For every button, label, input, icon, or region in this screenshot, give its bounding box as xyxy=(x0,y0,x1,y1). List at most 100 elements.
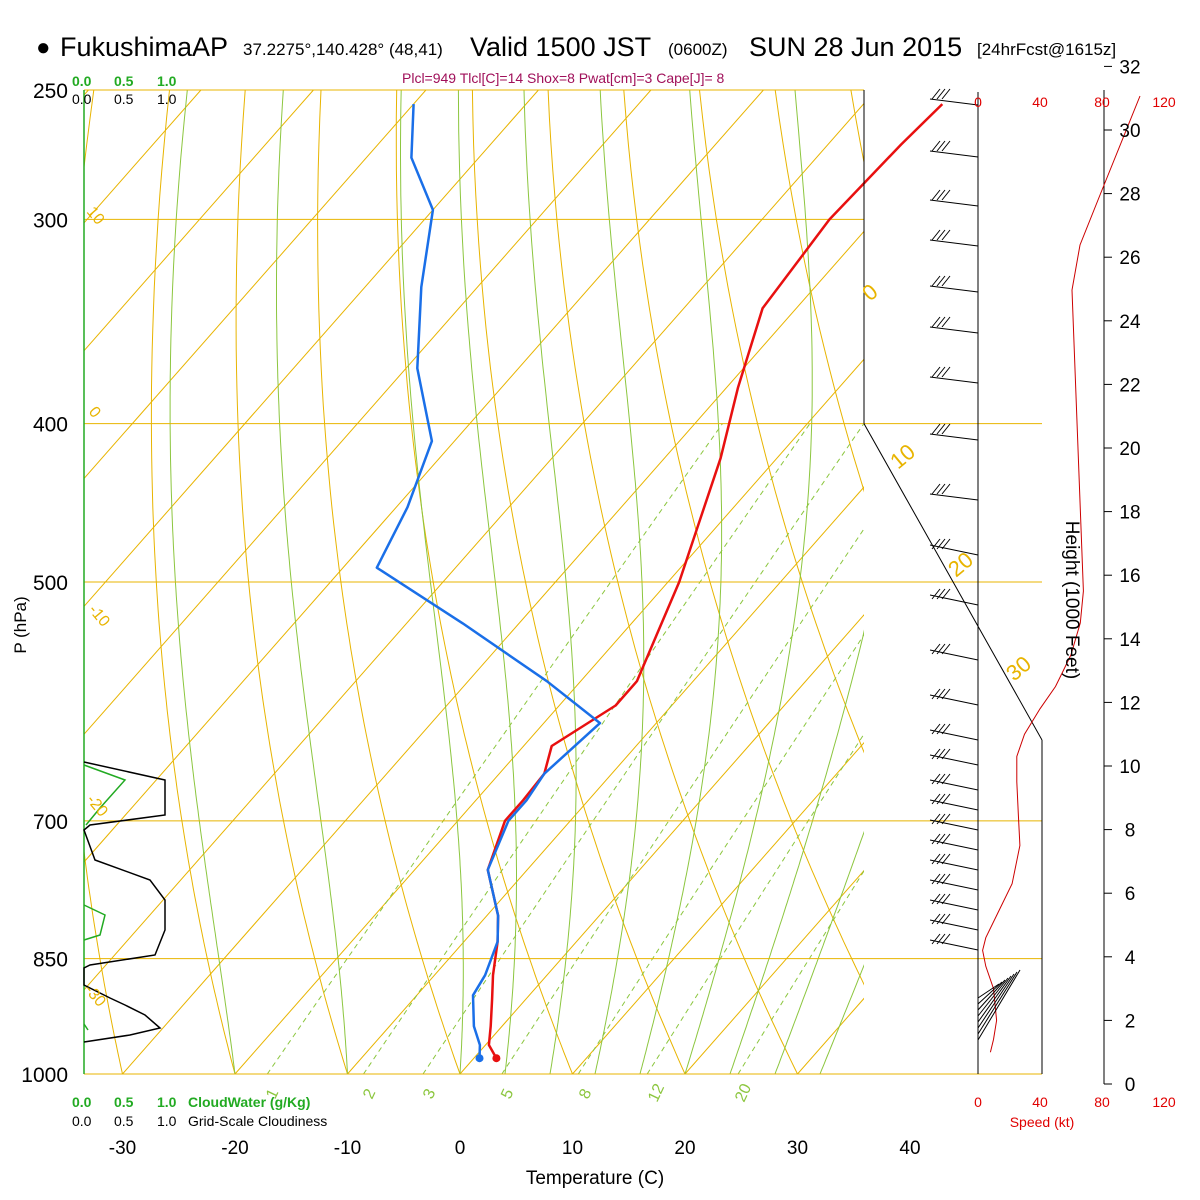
wind-barb xyxy=(930,749,978,765)
wind-barb-staff xyxy=(930,240,978,246)
wind-barb-staff xyxy=(930,755,978,765)
wind-barb xyxy=(930,894,978,910)
speed-tick-top: 0 xyxy=(974,94,982,110)
wind-barb-staff xyxy=(930,900,978,910)
mixing-ratio-line xyxy=(738,424,1147,1074)
station-coords: 37.2275°,140.428° (48,41) xyxy=(243,40,443,60)
cloudwater-legend: CloudWater (g/Kg) xyxy=(188,1094,310,1110)
cloudwater-scale-top: 1.0 xyxy=(157,73,177,89)
wind-barb-staff xyxy=(930,434,978,440)
speed-tick-top: 120 xyxy=(1152,94,1176,110)
dewpoint-profile xyxy=(377,104,600,1058)
wind-barb xyxy=(930,317,978,333)
wind-barb xyxy=(930,874,978,890)
height-tick-label: 32 xyxy=(1119,57,1140,78)
wind-barb xyxy=(930,934,978,950)
cloudiness-scale-bottom: 0.0 xyxy=(72,1113,92,1129)
wind-barb-staff xyxy=(930,286,978,292)
utc-time: (0600Z) xyxy=(668,40,728,60)
isotherm-label: -20 xyxy=(83,792,111,821)
y-axis-title: P (hPa) xyxy=(11,596,30,653)
dry-adiabat-label: 10 xyxy=(885,439,920,474)
wind-barb xyxy=(930,367,978,383)
height-tick-label: 12 xyxy=(1119,693,1140,714)
wind-barb-staff xyxy=(930,920,978,930)
temperature-tick-label: 30 xyxy=(787,1138,808,1159)
mixing-ratio-line xyxy=(364,424,810,1074)
wind-barb xyxy=(930,689,978,705)
wind-barb-staff xyxy=(930,800,978,810)
temperature-tick-label: -30 xyxy=(109,1138,136,1159)
height-tick-label: 20 xyxy=(1119,439,1140,460)
temperature-tick-label: 40 xyxy=(899,1138,920,1159)
speed-tick-bottom: 120 xyxy=(1152,1094,1176,1110)
isotherm-label: -10 xyxy=(85,602,113,631)
speed-axis-title: Speed (kt) xyxy=(1010,1114,1075,1130)
temperature-tick-label: -20 xyxy=(221,1138,248,1159)
wind-barb xyxy=(930,914,978,930)
stability-indices: Plcl=949 Tlcl[C]=14 Shox=8 Pwat[cm]=3 Ca… xyxy=(402,70,724,86)
wind-barb xyxy=(930,89,978,105)
wind-barb xyxy=(930,794,978,810)
dewpoint-profile-surface-point xyxy=(476,1054,484,1062)
wind-barb-staff xyxy=(930,940,978,950)
pressure-tick-label: 300 xyxy=(33,209,68,232)
height-tick-label: 8 xyxy=(1125,821,1136,842)
dry-adiabat-line xyxy=(1154,90,1200,1074)
low-level-wind-barb xyxy=(978,974,1014,1028)
cloudwater-scale-top: 0.0 xyxy=(72,73,92,89)
speed-tick-top: 80 xyxy=(1094,94,1110,110)
height-tick-label: 26 xyxy=(1119,248,1140,269)
wind-barb-staff xyxy=(930,860,978,870)
wind-barb-staff xyxy=(930,650,978,660)
wind-barb xyxy=(930,724,978,740)
wind-barb xyxy=(930,230,978,246)
low-level-wind-barb xyxy=(978,984,999,998)
speed-tick-top: 40 xyxy=(1032,94,1048,110)
temperature-tick-label: 0 xyxy=(455,1138,466,1159)
height-tick-label: 14 xyxy=(1119,630,1141,651)
height-tick-label: 6 xyxy=(1125,884,1136,905)
dry-adiabat-line xyxy=(0,90,18,1074)
height-tick-label: 28 xyxy=(1119,185,1140,206)
mixing-ratio-label: 20 xyxy=(732,1081,755,1104)
temperature-tick-label: 20 xyxy=(674,1138,695,1159)
mixing-ratio-line xyxy=(647,424,1066,1074)
wind-barb-staff xyxy=(930,820,978,830)
wind-barb-staff xyxy=(930,200,978,206)
wind-barb xyxy=(930,276,978,292)
cloudiness-legend: Grid-Scale Cloudiness xyxy=(188,1113,327,1129)
height-tick-label: 4 xyxy=(1125,948,1136,969)
mixing-ratio-line xyxy=(578,424,1004,1074)
low-level-wind-barb xyxy=(978,970,1020,1040)
dry-adiabat-label: 0 xyxy=(857,279,882,306)
cloudwater-scale-bottom: 0.0 xyxy=(72,1094,92,1110)
wind-barb-staff xyxy=(930,880,978,890)
wind-barb xyxy=(930,814,978,830)
mixing-ratio-line xyxy=(267,424,722,1074)
background-lines xyxy=(0,90,1200,1074)
wind-barb-staff xyxy=(930,151,978,157)
wind-barb-staff xyxy=(930,99,978,105)
cloudwater-scale-bottom: 0.5 xyxy=(114,1094,134,1110)
wind-barb xyxy=(930,589,978,605)
isotherm-line xyxy=(1023,90,1200,1074)
wind-barb xyxy=(930,644,978,660)
isotherm-label: 10 xyxy=(83,204,108,229)
cloudiness-scale-bottom: 1.0 xyxy=(157,1113,177,1129)
height-tick-label: 0 xyxy=(1125,1075,1136,1096)
wind-barb-staff xyxy=(930,327,978,333)
pressure-tick-label: 1000 xyxy=(21,1064,68,1087)
wind-barb xyxy=(930,190,978,206)
cloudwater-scale-top: 0.5 xyxy=(114,73,134,89)
wind-barb xyxy=(930,834,978,850)
cloudwater-scale-bottom: 1.0 xyxy=(157,1094,177,1110)
valid-time: Valid 1500 JST xyxy=(470,32,651,63)
temperature-tick-label: -10 xyxy=(334,1138,361,1159)
speed-tick-bottom: 40 xyxy=(1032,1094,1048,1110)
wind-barb xyxy=(930,484,978,500)
valid-date: SUN 28 Jun 2015 xyxy=(749,32,962,63)
mixing-ratio-label: 3 xyxy=(420,1086,439,1101)
wind-barb-staff xyxy=(930,494,978,500)
